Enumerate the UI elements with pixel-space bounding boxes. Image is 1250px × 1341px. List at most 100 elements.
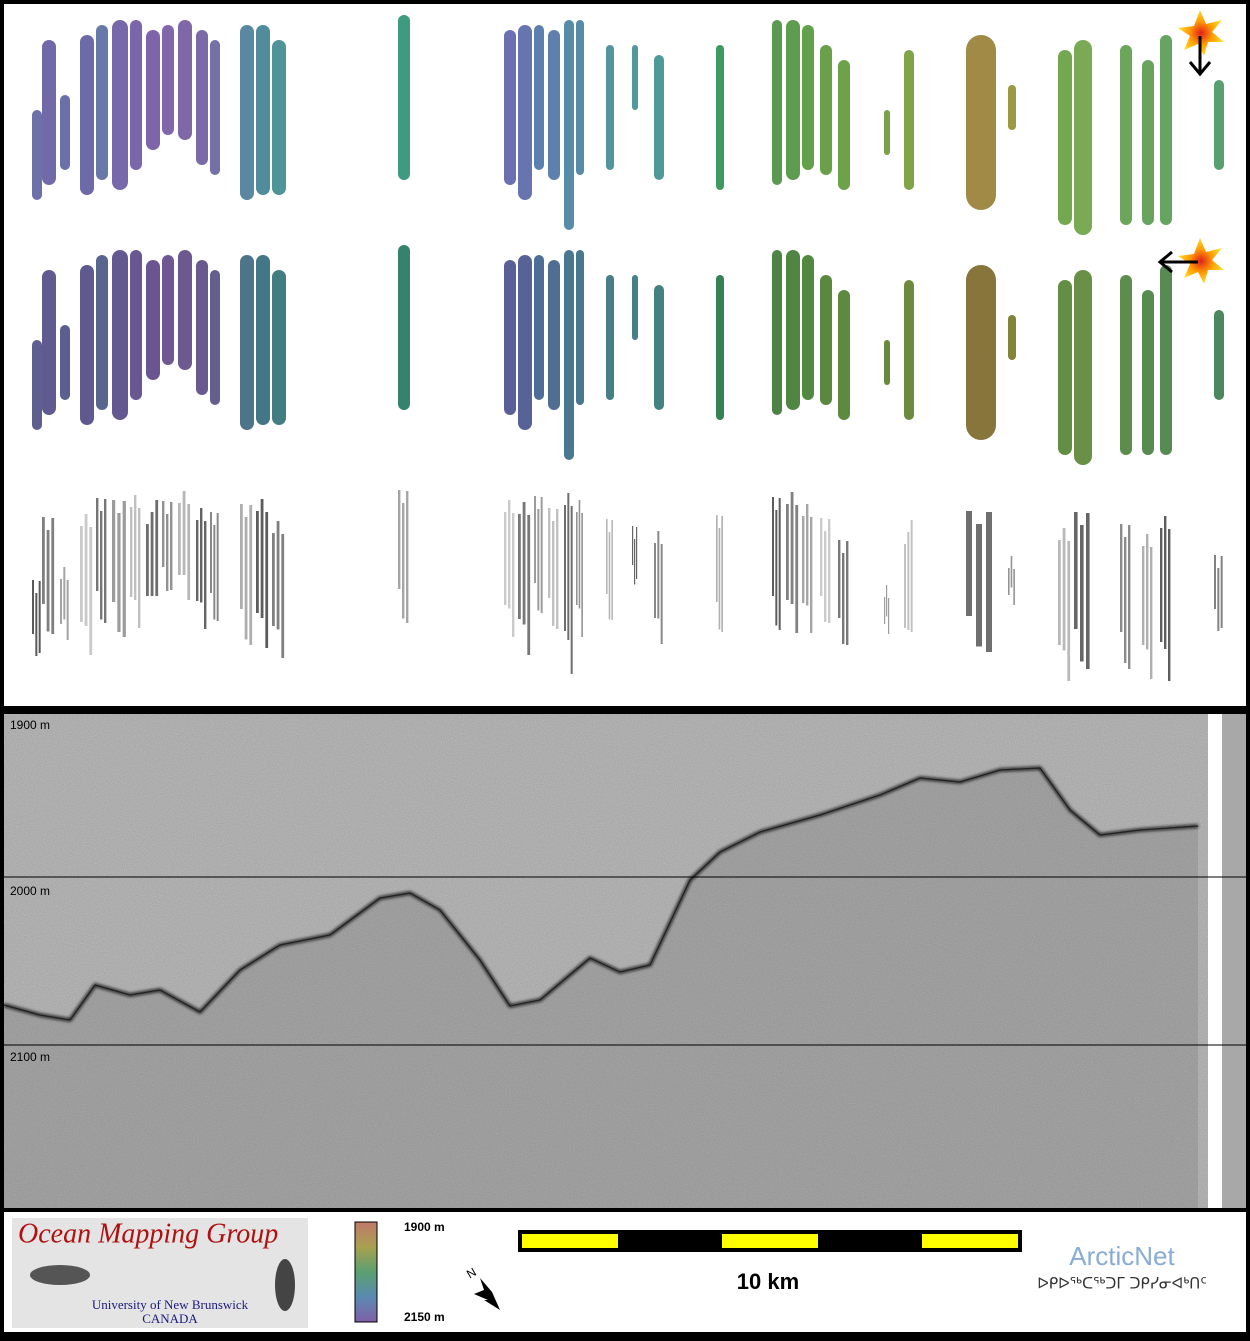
swath-strip xyxy=(786,250,800,410)
swath-strip xyxy=(904,544,906,628)
swath-strip xyxy=(548,30,560,180)
swath-strip xyxy=(778,498,781,630)
swath-strip xyxy=(636,527,638,579)
swath-strip xyxy=(578,500,581,609)
swath-strip xyxy=(716,45,724,190)
swath-strip xyxy=(200,508,203,603)
swath-strip xyxy=(89,527,93,655)
swath-strip xyxy=(718,528,721,630)
swath-strip xyxy=(660,544,663,644)
swath-strip xyxy=(112,250,128,420)
swath-strip xyxy=(1214,80,1224,170)
swath-strip xyxy=(508,500,511,609)
swath-strip xyxy=(96,25,108,180)
swath-strip xyxy=(42,270,56,415)
swath-strip xyxy=(576,250,584,405)
swath-strip xyxy=(884,110,890,155)
swath-strip xyxy=(146,30,160,150)
swath-strip xyxy=(884,597,886,624)
swath-strip xyxy=(32,340,42,430)
swath-strip xyxy=(716,275,724,420)
swath-strip xyxy=(398,15,410,180)
swath-strip xyxy=(122,501,126,637)
swath-strip xyxy=(256,25,270,195)
swath-strips xyxy=(32,15,1224,681)
swath-strip xyxy=(162,501,165,567)
swath-strip xyxy=(810,517,813,633)
swath-strip xyxy=(1160,265,1172,455)
swath-strip xyxy=(1142,290,1154,455)
swath-strip xyxy=(146,524,149,596)
swath-strip xyxy=(117,513,121,632)
swath-strip xyxy=(1058,280,1072,455)
swath-strip xyxy=(1214,555,1216,609)
swath-strip xyxy=(1220,556,1223,628)
swath-strip xyxy=(146,260,160,380)
swath-strip xyxy=(272,270,286,425)
swath-strip xyxy=(606,519,608,594)
arrow-head xyxy=(1188,61,1212,77)
swath-strip xyxy=(1124,537,1127,663)
compass-star xyxy=(474,1278,500,1310)
swath-strip xyxy=(556,509,559,629)
swath-strip xyxy=(1142,546,1145,645)
swath-strip xyxy=(398,245,410,410)
swath-strip xyxy=(80,35,94,195)
logo-vehicle xyxy=(30,1265,90,1285)
swath-strip xyxy=(213,525,216,620)
swath-strip xyxy=(112,500,116,602)
swath-strip xyxy=(581,513,583,637)
swath-strip xyxy=(632,526,634,565)
swath-strip xyxy=(155,500,159,596)
swath-strip xyxy=(564,505,566,631)
profile-edge xyxy=(1208,714,1222,1208)
scale-label: 10 km xyxy=(737,1269,799,1294)
swath-strip xyxy=(162,255,174,365)
swath-strip xyxy=(567,493,570,640)
swath-strip xyxy=(196,260,208,395)
swath-strip xyxy=(256,255,270,425)
swath-strip xyxy=(66,580,69,640)
swath-strip xyxy=(576,20,584,175)
swath-strip xyxy=(60,579,62,624)
swath-strip xyxy=(51,518,55,634)
swath-strip xyxy=(80,265,94,425)
scale-segment xyxy=(522,1234,618,1248)
swath-strip xyxy=(606,45,614,170)
swath-strip xyxy=(806,504,809,606)
swath-strip xyxy=(802,25,814,170)
swath-strip xyxy=(150,512,154,596)
swath-strip xyxy=(504,260,516,415)
swath-strip xyxy=(130,507,133,597)
swath-strip xyxy=(60,325,70,400)
arrow-head xyxy=(1157,250,1173,274)
swath-strip xyxy=(204,521,207,629)
swath-strip xyxy=(80,526,83,622)
sun xyxy=(1178,238,1224,284)
swath-strip xyxy=(1086,513,1090,669)
swath-strip xyxy=(84,514,88,626)
swath-strip xyxy=(138,508,141,628)
swath-strip xyxy=(522,502,526,625)
swath-strip xyxy=(210,40,220,175)
swath-strip xyxy=(216,513,219,621)
swath-strip xyxy=(966,265,996,440)
logo-country: CANADA xyxy=(142,1311,198,1326)
swath-strip xyxy=(632,45,638,110)
swath-strip xyxy=(1058,540,1061,645)
swath-strip xyxy=(608,532,611,620)
swath-strip xyxy=(527,515,531,655)
swath-strip xyxy=(772,250,782,415)
swath-strip xyxy=(910,520,913,632)
swath-strip xyxy=(240,504,243,609)
scale-segment xyxy=(722,1234,818,1248)
swath-strip xyxy=(518,514,521,619)
swath-strip xyxy=(654,543,656,618)
swath-strip xyxy=(1080,525,1084,662)
logo-university: University of New Brunswick xyxy=(92,1297,249,1312)
swath-strip xyxy=(1074,270,1092,465)
swath-strip xyxy=(60,95,70,170)
colorbar xyxy=(354,1221,378,1323)
